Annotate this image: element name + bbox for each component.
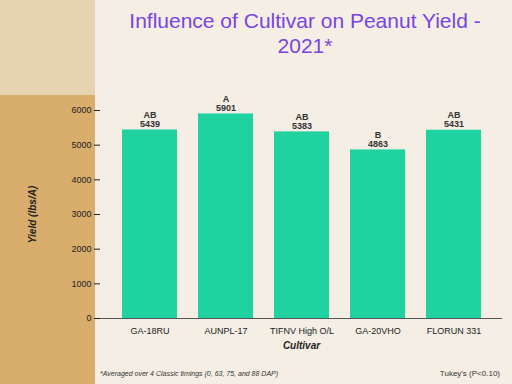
svg-text:AB5431: AB5431	[444, 110, 464, 129]
svg-text:AB5383: AB5383	[292, 112, 312, 131]
svg-text:6000: 6000	[71, 105, 91, 115]
svg-text:GA-18RU: GA-18RU	[130, 326, 169, 336]
svg-text:TIFNV High O/L: TIFNV High O/L	[270, 326, 334, 336]
svg-text:Cultivar: Cultivar	[283, 340, 321, 351]
html-text:Influence of Cultivar on Peanu: Influence of Cultivar on Peanut Yield - …	[129, 9, 481, 57]
svg-text:4000: 4000	[71, 175, 91, 185]
svg-text:2000: 2000	[71, 244, 91, 254]
svg-text:1000: 1000	[71, 279, 91, 289]
html-text:*Averaged over 4 Classic timin: *Averaged over 4 Classic timings (0, 63,…	[100, 370, 279, 377]
svg-text:AUNPL-17: AUNPL-17	[204, 326, 247, 336]
svg-text:B4863: B4863	[368, 130, 388, 149]
svg-text:Yield (lbs/A): Yield (lbs/A)	[27, 185, 38, 243]
svg-text:A5901: A5901	[216, 94, 236, 113]
svg-text:0: 0	[86, 313, 91, 323]
html-text:Tukey's (P<0.10): Tukey's (P<0.10)	[439, 369, 500, 378]
svg-text:3000: 3000	[71, 209, 91, 219]
svg-text:AB5439: AB5439	[140, 110, 160, 129]
svg-text:GA-20VHO: GA-20VHO	[355, 326, 401, 336]
svg-text:5000: 5000	[71, 140, 91, 150]
svg-text:FLORUN 331: FLORUN 331	[427, 326, 482, 336]
